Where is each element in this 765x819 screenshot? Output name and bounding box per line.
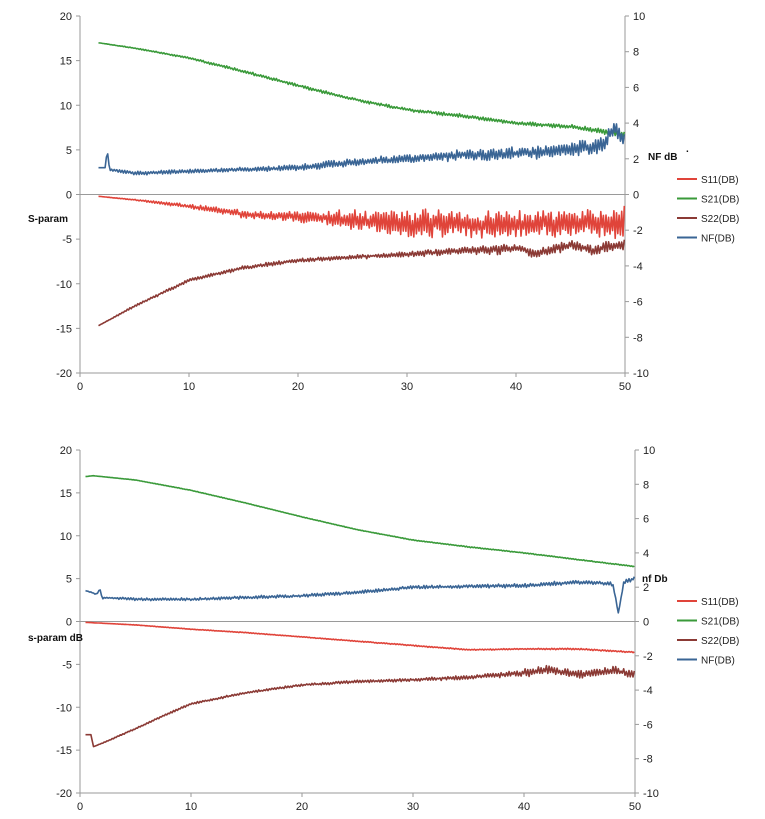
legend-label: S21(DB) [701, 617, 739, 628]
legend-label: S22(DB) [701, 214, 739, 225]
series-line-s21-db- [98, 42, 626, 138]
y2-tick-label: -4 [643, 685, 653, 697]
x-tick-label: 20 [296, 801, 308, 813]
y2-tick-label: -6 [643, 719, 653, 731]
stray-mark: . [686, 144, 689, 155]
y2-tick-label: 6 [633, 82, 639, 94]
y-tick-label: 5 [66, 145, 72, 157]
y2-axis-label: NF dB [648, 152, 677, 163]
y2-tick-label: -10 [643, 788, 659, 800]
y-tick-label: 15 [60, 56, 72, 68]
y-tick-label: -5 [62, 234, 72, 246]
legend-label: S21(DB) [701, 195, 739, 206]
x-tick-label: 50 [629, 801, 641, 813]
y2-tick-label: -2 [633, 225, 643, 237]
y2-tick-label: 10 [633, 11, 645, 23]
y-tick-label: -15 [56, 323, 72, 335]
y-tick-label: 10 [60, 531, 72, 543]
y2-tick-label: -8 [633, 332, 643, 344]
series-line-s22-db- [85, 664, 636, 748]
legend-label: S22(DB) [701, 636, 739, 647]
y2-tick-label: -8 [643, 754, 653, 766]
y2-tick-label: 8 [643, 479, 649, 491]
y-tick-label: 20 [60, 445, 72, 457]
x-tick-label: 10 [183, 381, 195, 393]
y2-tick-label: 0 [633, 190, 639, 202]
y-tick-label: 0 [66, 617, 72, 629]
y-tick-label: 15 [60, 488, 72, 500]
y2-tick-label: 2 [633, 154, 639, 166]
x-tick-label: 40 [518, 801, 530, 813]
y2-tick-label: 8 [633, 47, 639, 59]
y-tick-label: -10 [56, 279, 72, 291]
x-tick-label: 40 [510, 381, 522, 393]
y-axis-label: s-param dB [28, 633, 83, 644]
y-tick-label: 5 [66, 574, 72, 586]
x-tick-label: 0 [77, 381, 83, 393]
y-tick-label: -5 [62, 659, 72, 671]
x-tick-label: 20 [292, 381, 304, 393]
y-tick-label: -20 [56, 368, 72, 380]
y-tick-label: 0 [66, 190, 72, 202]
y-tick-label: 20 [60, 11, 72, 23]
x-tick-label: 50 [619, 381, 631, 393]
y2-tick-label: -2 [643, 651, 653, 663]
x-tick-label: 30 [407, 801, 419, 813]
y-tick-label: -10 [56, 702, 72, 714]
y2-tick-label: 0 [643, 617, 649, 629]
series-line-nf-db- [85, 576, 636, 614]
y2-tick-label: 4 [643, 548, 649, 560]
y2-tick-label: 6 [643, 514, 649, 526]
y-tick-label: -20 [56, 788, 72, 800]
y2-tick-label: 10 [643, 445, 655, 457]
legend-label: S11(DB) [701, 175, 739, 186]
series-line-s11-db- [85, 621, 635, 654]
y-axis-label: S-param [28, 214, 68, 225]
legend-label: S11(DB) [701, 597, 739, 608]
series-line-s11-db- [98, 195, 626, 240]
x-tick-label: 0 [77, 801, 83, 813]
y2-tick-label: 4 [633, 118, 639, 130]
y2-axis-label: nf Db [642, 574, 668, 585]
y2-tick-label: -4 [633, 261, 643, 273]
y-tick-label: -15 [56, 745, 72, 757]
series-line-nf-db- [98, 123, 626, 176]
y2-tick-label: -6 [633, 297, 643, 309]
y2-tick-label: -10 [633, 368, 649, 380]
y2-tick-label: 2 [643, 582, 649, 594]
x-tick-label: 30 [401, 381, 413, 393]
series-line-s22-db- [98, 239, 626, 327]
y-tick-label: 10 [60, 100, 72, 112]
legend-label: NF(DB) [701, 234, 735, 245]
legend-label: NF(DB) [701, 656, 735, 667]
series-line-s21-db- [85, 474, 635, 568]
x-tick-label: 10 [185, 801, 197, 813]
